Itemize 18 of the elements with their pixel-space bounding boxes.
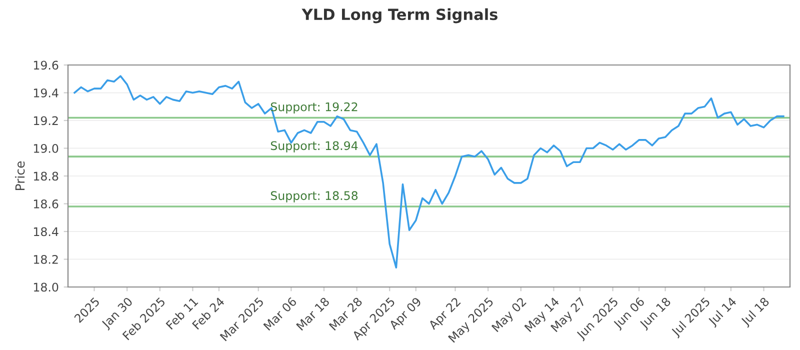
y-tick-label: 19.2 [34,116,58,126]
y-tick-label: 18.4 [34,227,58,236]
ref-line-label: Support: 18.94 [270,141,358,152]
x-tick-label: Jul 18 [740,296,772,328]
y-tick-label: 19.0 [34,144,58,153]
chart-title: YLD Long Term Signals [302,8,498,24]
y-tick-label: 18.6 [34,199,58,208]
y-tick-label: 19.6 [34,60,58,70]
y-tick-label: 18.8 [34,172,58,181]
y-tick-label: 18.2 [34,254,58,264]
y-tick-label: 18.0 [34,282,58,292]
ref-line-label: Support: 18.58 [270,191,358,202]
line-series [74,75,784,268]
y-tick-label: 19.4 [34,88,58,98]
x-tick-label: Mar 06 [263,296,298,331]
x-tick-label: Mar 18 [296,296,330,331]
y-axis-title: Price [15,161,25,190]
ref-line-label: Support: 19.22 [270,102,358,114]
